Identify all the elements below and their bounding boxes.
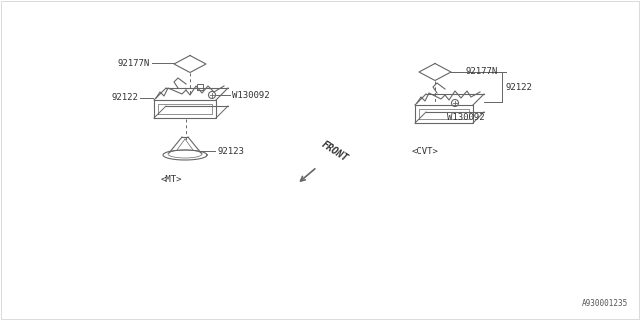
- Text: W130092: W130092: [232, 91, 269, 100]
- Text: <CVT>: <CVT>: [412, 148, 438, 156]
- Text: 92122: 92122: [506, 83, 533, 92]
- Text: W130092: W130092: [447, 113, 484, 122]
- Text: A930001235: A930001235: [582, 299, 628, 308]
- Text: 92177N: 92177N: [465, 68, 497, 76]
- Text: <MT>: <MT>: [160, 175, 182, 185]
- Text: 92177N: 92177N: [118, 59, 150, 68]
- Text: 92123: 92123: [217, 147, 244, 156]
- Text: FRONT: FRONT: [320, 140, 350, 164]
- Text: 92122: 92122: [111, 93, 138, 102]
